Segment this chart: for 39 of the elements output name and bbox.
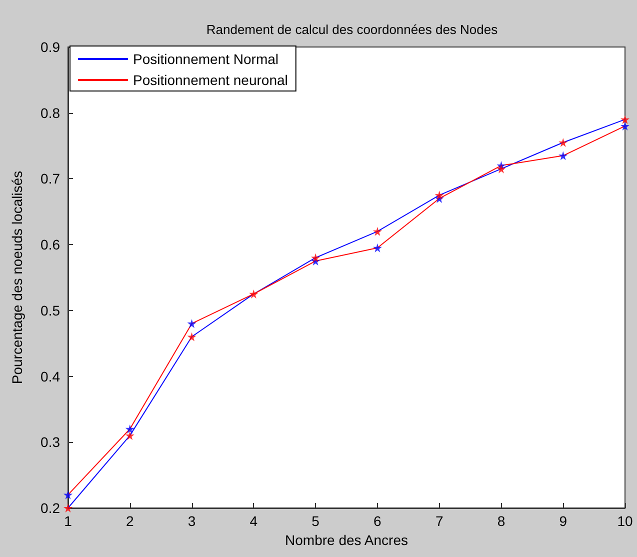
x-tick-label: 7: [435, 513, 444, 529]
y-tick-label: 0.6: [40, 236, 60, 253]
y-tick-label: 0.8: [40, 104, 60, 121]
x-tick-label: 9: [559, 513, 568, 529]
point: [434, 190, 444, 200]
point: [125, 424, 134, 434]
point: [311, 253, 320, 262]
x-tick-label: 4: [250, 513, 258, 529]
point: [64, 504, 72, 512]
x-tick-label: 3: [188, 513, 196, 529]
x-tick-label: 5: [312, 513, 320, 529]
legend-label: Positionnement Normal: [133, 51, 279, 67]
x-tick-label: 10: [617, 513, 633, 529]
y-tick-label: 0.3: [40, 434, 60, 450]
point: [64, 490, 72, 500]
chart-title: Randement de calcul des coordonnées des Nodes: [206, 22, 498, 37]
x-axis-title: Nombre des Ancres: [285, 532, 408, 548]
point: [496, 164, 506, 174]
legend-label: Positionnement neuronal: [133, 72, 288, 88]
point: [187, 319, 196, 328]
x-tick-label: 8: [497, 513, 506, 529]
x-tick-label: 2: [126, 513, 134, 529]
point: [187, 332, 196, 342]
y-tick-label: 0.4: [40, 368, 60, 384]
point: [620, 114, 630, 124]
point: [372, 243, 382, 252]
point: [249, 289, 258, 298]
point: [372, 226, 382, 236]
point: [558, 151, 568, 160]
y-tick-label: 0.7: [40, 170, 60, 187]
x-tick-label: 1: [64, 513, 72, 529]
point: [558, 138, 568, 147]
y-axis-title: Pourcentage des noeuds localisés: [9, 170, 25, 384]
y-tick-label: 0.5: [40, 302, 60, 318]
point: [125, 431, 134, 440]
point: [620, 122, 630, 131]
x-tick-label: 6: [374, 513, 382, 529]
y-tick-label: 0.9: [40, 39, 60, 55]
y-tick-label: 0.2: [40, 500, 60, 516]
